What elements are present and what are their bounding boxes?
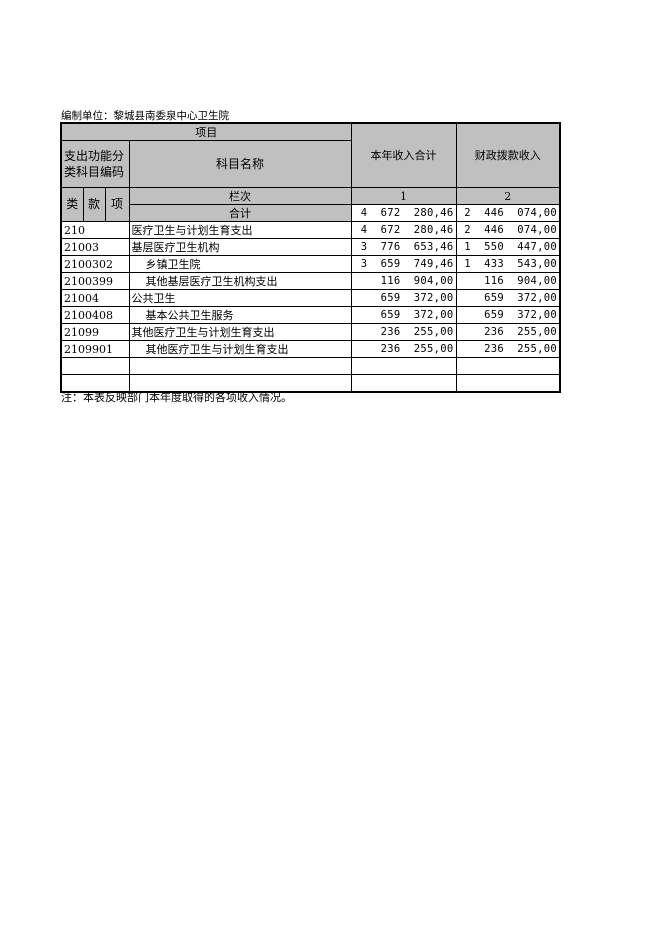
header-kuan: 款	[82, 187, 106, 222]
table-row: 21003 基层医疗卫生机构 3 776 653,46 1 550 447,00	[60, 238, 561, 256]
row-name: 基本公共卫生服务	[128, 306, 352, 324]
row-code: 21003	[60, 238, 130, 256]
row-code: 2109901	[60, 340, 130, 358]
row-col2: 659 372,00	[455, 289, 561, 307]
row-code: 2100408	[60, 306, 130, 324]
row-col2: 1 433 543,00	[455, 255, 561, 273]
row-code: 21004	[60, 289, 130, 307]
table-row: 21099 其他医疗卫生与计划生育支出 236 255,00 236 255,0…	[60, 323, 561, 341]
row-col2: 659 372,00	[455, 306, 561, 324]
empty-cell	[128, 357, 352, 375]
header-code-group: 支出功能分类科目编码	[60, 140, 130, 188]
header-col1-no: 1	[350, 187, 457, 205]
table-row: 21004 公共卫生 659 372,00 659 372,00	[60, 289, 561, 307]
total-label: 合计	[128, 204, 352, 222]
row-code: 2100399	[60, 272, 130, 290]
row-col1: 659 372,00	[350, 306, 457, 324]
row-name: 医疗卫生与计划生育支出	[128, 221, 352, 239]
header-lanci: 栏次	[128, 187, 352, 205]
row-name: 其他医疗卫生与计划生育支出	[128, 323, 352, 341]
table-row: 2100399 其他基层医疗卫生机构支出 116 904,00 116 904,…	[60, 272, 561, 290]
row-col2: 116 904,00	[455, 272, 561, 290]
row-col1: 236 255,00	[350, 323, 457, 341]
total-col1: 4 672 280,46	[350, 204, 457, 222]
total-col2: 2 446 074,00	[455, 204, 561, 222]
row-col1: 116 904,00	[350, 272, 457, 290]
row-name: 乡镇卫生院	[128, 255, 352, 273]
row-col2: 236 255,00	[455, 323, 561, 341]
empty-cell	[455, 374, 561, 393]
footnote: 注：本表反映部门本年度取得的各项收入情况。	[61, 391, 292, 404]
header-item: 项目	[60, 122, 352, 141]
income-table: 项目 本年收入合计 财政拨款收入 支出功能分类科目编码 科目名称 类 款 项 栏…	[60, 122, 561, 393]
row-name: 基层医疗卫生机构	[128, 238, 352, 256]
empty-row	[60, 357, 561, 375]
row-name: 其他基层医疗卫生机构支出	[128, 272, 352, 290]
table-row: 2100408 基本公共卫生服务 659 372,00 659 372,00	[60, 306, 561, 324]
row-col2: 236 255,00	[455, 340, 561, 358]
row-code: 21099	[60, 323, 130, 341]
row-col2: 1 550 447,00	[455, 238, 561, 256]
empty-row	[60, 374, 561, 393]
table-row: 2109901 其他医疗卫生与计划生育支出 236 255,00 236 255…	[60, 340, 561, 358]
empty-cell	[350, 357, 457, 375]
table-row: 2100302 乡镇卫生院 3 659 749,46 1 433 543,00	[60, 255, 561, 273]
row-col2: 2 446 074,00	[455, 221, 561, 239]
header-col2: 财政拨款收入	[455, 122, 561, 188]
empty-cell	[455, 357, 561, 375]
row-col1: 659 372,00	[350, 289, 457, 307]
row-col1: 4 672 280,46	[350, 221, 457, 239]
unit-label: 编制单位：黎城县南委泉中心卫生院	[61, 110, 229, 122]
header-col1: 本年收入合计	[350, 122, 457, 188]
empty-cell	[60, 357, 130, 375]
header-name: 科目名称	[128, 140, 352, 188]
header-xiang: 项	[104, 187, 130, 222]
row-code: 2100302	[60, 255, 130, 273]
table-row: 210 医疗卫生与计划生育支出 4 672 280,46 2 446 074,0…	[60, 221, 561, 239]
row-col1: 236 255,00	[350, 340, 457, 358]
empty-cell	[350, 374, 457, 393]
header-lei: 类	[60, 187, 84, 222]
row-name: 公共卫生	[128, 289, 352, 307]
row-code: 210	[60, 221, 130, 239]
row-name: 其他医疗卫生与计划生育支出	[128, 340, 352, 358]
row-col1: 3 659 749,46	[350, 255, 457, 273]
header-col2-no: 2	[455, 187, 561, 205]
row-col1: 3 776 653,46	[350, 238, 457, 256]
